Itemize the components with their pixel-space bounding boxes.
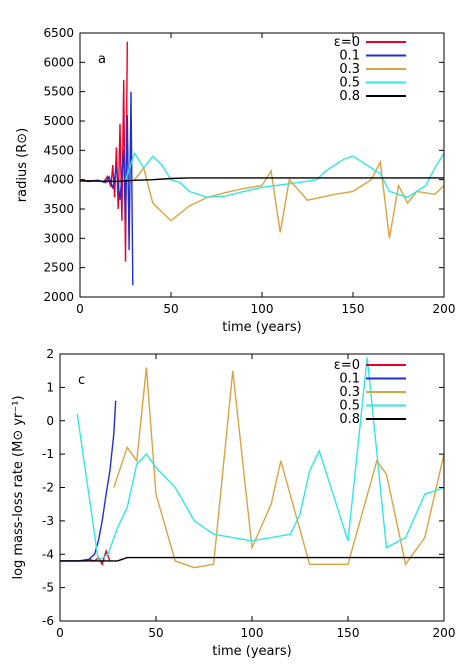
y-tick-label: -5 <box>42 581 54 595</box>
legend-label-1: 0.1 <box>339 49 360 64</box>
y-tick-label: -1 <box>42 447 54 461</box>
y-tick-label: -2 <box>42 481 54 495</box>
panel-c: 0 50 100 150 200 -6 -5 -4 -3 -2 -1 0 1 2 time (years) l… <box>11 347 455 659</box>
y-tick-label: 3000 <box>43 231 74 245</box>
panel-letter: a <box>98 52 106 67</box>
y-tick-label: 0 <box>46 414 54 428</box>
x-tick-label: 50 <box>163 302 178 316</box>
y-tick-label: 4500 <box>43 143 74 157</box>
y-tick-label: 1 <box>46 380 54 394</box>
legend-label-4: 0.8 <box>339 89 360 104</box>
legend-label-0: ε=0 <box>334 35 360 50</box>
legend: ε=00.10.30.50.8 <box>334 358 406 427</box>
x-tick-label: 200 <box>433 626 456 640</box>
series-line-0 <box>80 41 128 262</box>
x-tick-label: 100 <box>251 302 274 316</box>
y-tick-label: 6500 <box>43 26 74 40</box>
y-tick-label: 2000 <box>43 290 74 304</box>
y-tick-label: 6000 <box>43 55 74 69</box>
y-axis-label: log mass-loss rate (M⊙ yr⁻¹) <box>11 395 26 579</box>
x-tick-label: 150 <box>342 302 365 316</box>
x-axis-label: time (years) <box>212 644 291 659</box>
series-line-3 <box>124 151 444 199</box>
series-line-1 <box>60 400 117 562</box>
y-tick-label: 5500 <box>43 85 74 99</box>
legend-label-2: 0.3 <box>339 62 360 77</box>
series-group <box>80 41 444 286</box>
series-line-3 <box>76 357 444 563</box>
y-axis-label: radius (R⊙) <box>15 128 30 202</box>
y-tick-label: 4000 <box>43 173 74 187</box>
y-tick-label: -4 <box>42 547 54 561</box>
x-tick-label: 100 <box>241 626 264 640</box>
x-tick-label: 50 <box>148 626 163 640</box>
y-tick-label: 2 <box>46 347 54 361</box>
series-line-2 <box>134 159 444 239</box>
x-tick-label: 200 <box>433 302 456 316</box>
legend-label-3: 0.5 <box>339 76 360 91</box>
x-tick-label: 0 <box>56 626 64 640</box>
y-tick-label: -6 <box>42 614 54 628</box>
series-line-4 <box>60 556 444 562</box>
series-line-4 <box>80 177 444 183</box>
plot-frame <box>59 353 445 622</box>
legend-label-4: 0.8 <box>339 412 360 427</box>
legend-label-2: 0.3 <box>339 385 360 400</box>
panel-a: 0 50 100 150 200 2000 2500 3000 3500 4000 4500 5000… <box>15 26 455 335</box>
series-line-2 <box>113 367 444 569</box>
legend-label-0: ε=0 <box>334 358 360 373</box>
panel-letter: c <box>78 373 85 388</box>
x-tick-label: 0 <box>76 302 84 316</box>
legend-label-3: 0.5 <box>339 399 360 414</box>
y-tick-label: -3 <box>42 514 54 528</box>
y-tick-label: 2500 <box>43 261 74 275</box>
legend: ε=00.10.30.50.8 <box>334 35 406 104</box>
x-tick-label: 150 <box>337 626 360 640</box>
legend-label-1: 0.1 <box>339 372 360 387</box>
series-group <box>60 357 444 569</box>
y-tick-label: 5000 <box>43 114 74 128</box>
plot-frame <box>79 32 445 298</box>
y-tick-label: 3500 <box>43 202 74 216</box>
x-axis-label: time (years) <box>222 320 301 335</box>
